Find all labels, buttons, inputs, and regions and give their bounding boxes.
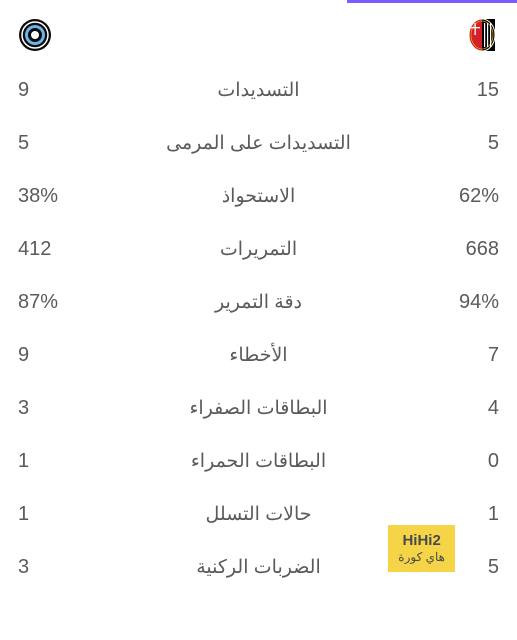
stat-label: الاستحواذ	[98, 185, 419, 208]
team-right-logo	[465, 18, 499, 52]
stat-label: الضربات الركنية	[98, 556, 419, 579]
stat-row: 9الأخطاء7	[18, 329, 499, 382]
stat-row: 5التسديدات على المرمى5	[18, 117, 499, 170]
stat-label: البطاقات الحمراء	[98, 450, 419, 473]
stat-right-value: 0	[419, 450, 499, 473]
stat-row: 3البطاقات الصفراء4	[18, 382, 499, 435]
watermark-line2: هاي كورة	[398, 550, 445, 566]
stat-label: البطاقات الصفراء	[98, 397, 419, 420]
stat-right-value: 62%	[419, 185, 499, 208]
stat-left-value: 1	[18, 503, 98, 526]
stat-right-value: 94%	[419, 291, 499, 314]
stat-label: التسديدات	[98, 79, 419, 102]
stat-left-value: 87%	[18, 291, 98, 314]
active-tab-indicator	[347, 0, 517, 3]
teams-header	[0, 0, 517, 60]
stat-left-value: 38%	[18, 185, 98, 208]
stat-right-value: 7	[419, 344, 499, 367]
stat-right-value: 1	[419, 503, 499, 526]
stat-row: 1البطاقات الحمراء0	[18, 435, 499, 488]
stat-left-value: 9	[18, 79, 98, 102]
stat-row: 87%دقة التمرير94%	[18, 276, 499, 329]
stat-label: الأخطاء	[98, 344, 419, 367]
stat-row: 412التمريرات668	[18, 223, 499, 276]
stat-label: دقة التمرير	[98, 291, 419, 314]
stat-row: 9التسديدات15	[18, 64, 499, 117]
stat-label: حالات التسلل	[98, 503, 419, 526]
stat-label: التمريرات	[98, 238, 419, 261]
stat-right-value: 4	[419, 397, 499, 420]
stat-right-value: 15	[419, 79, 499, 102]
watermark-badge: HiHi2 هاي كورة	[388, 525, 455, 572]
stats-table: 9التسديدات155التسديدات على المرمى538%الا…	[0, 60, 517, 594]
stat-left-value: 3	[18, 397, 98, 420]
stat-label: التسديدات على المرمى	[98, 132, 419, 155]
stat-left-value: 5	[18, 132, 98, 155]
stat-left-value: 412	[18, 238, 98, 261]
stat-right-value: 5	[419, 132, 499, 155]
stat-left-value: 3	[18, 556, 98, 579]
stat-left-value: 1	[18, 450, 98, 473]
watermark-line1: HiHi2	[398, 531, 445, 551]
stat-left-value: 9	[18, 344, 98, 367]
stat-right-value: 668	[419, 238, 499, 261]
stat-row: 38%الاستحواذ62%	[18, 170, 499, 223]
team-left-logo	[18, 18, 52, 52]
